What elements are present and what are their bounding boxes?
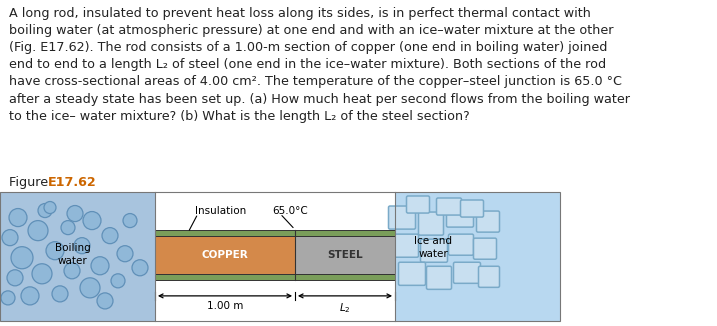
Bar — [155, 230, 395, 236]
FancyBboxPatch shape — [420, 239, 447, 262]
Circle shape — [123, 214, 137, 228]
Bar — [0, 192, 155, 321]
FancyBboxPatch shape — [394, 234, 419, 257]
Text: STEEL: STEEL — [327, 250, 363, 260]
Circle shape — [9, 209, 27, 227]
Circle shape — [7, 270, 23, 286]
FancyBboxPatch shape — [477, 211, 500, 232]
Circle shape — [64, 263, 80, 279]
FancyBboxPatch shape — [478, 266, 500, 287]
Text: E17.62: E17.62 — [47, 176, 96, 189]
Text: Insulation: Insulation — [195, 205, 246, 215]
Circle shape — [28, 221, 48, 241]
Text: Ice and
water: Ice and water — [414, 236, 452, 259]
Bar — [155, 274, 395, 280]
Circle shape — [1, 291, 15, 305]
Bar — [295, 236, 395, 274]
Circle shape — [132, 260, 148, 276]
Circle shape — [102, 228, 118, 244]
FancyBboxPatch shape — [427, 266, 452, 289]
Circle shape — [11, 247, 33, 269]
FancyBboxPatch shape — [473, 238, 496, 259]
Text: Boiling
water: Boiling water — [54, 243, 90, 266]
Circle shape — [80, 278, 100, 298]
Bar — [0, 192, 560, 321]
Text: Figure: Figure — [9, 176, 52, 189]
Circle shape — [67, 205, 83, 222]
Text: 1.00 m: 1.00 m — [206, 301, 243, 311]
Circle shape — [83, 212, 101, 230]
Circle shape — [21, 287, 39, 305]
Circle shape — [32, 264, 52, 284]
Circle shape — [46, 242, 64, 260]
Circle shape — [38, 203, 52, 217]
FancyBboxPatch shape — [449, 234, 473, 255]
Text: $L_2$: $L_2$ — [339, 301, 351, 315]
FancyBboxPatch shape — [419, 212, 444, 235]
Circle shape — [97, 293, 113, 309]
Circle shape — [91, 257, 109, 275]
Circle shape — [44, 201, 56, 214]
Bar — [155, 236, 295, 274]
Circle shape — [111, 274, 125, 288]
Bar — [395, 192, 560, 321]
FancyBboxPatch shape — [399, 262, 425, 285]
FancyBboxPatch shape — [437, 198, 462, 215]
FancyBboxPatch shape — [407, 196, 429, 213]
Text: COPPER: COPPER — [201, 250, 248, 260]
FancyBboxPatch shape — [453, 262, 480, 283]
FancyBboxPatch shape — [447, 206, 473, 227]
Text: A long rod, insulated to prevent heat loss along its sides, is in perfect therma: A long rod, insulated to prevent heat lo… — [9, 7, 630, 123]
Circle shape — [52, 286, 68, 302]
FancyBboxPatch shape — [460, 200, 483, 217]
Circle shape — [74, 238, 90, 254]
FancyBboxPatch shape — [389, 206, 415, 229]
Circle shape — [2, 230, 18, 246]
Circle shape — [117, 246, 133, 262]
Circle shape — [61, 221, 75, 235]
Text: 65.0°C: 65.0°C — [272, 205, 308, 215]
Bar — [155, 192, 395, 321]
